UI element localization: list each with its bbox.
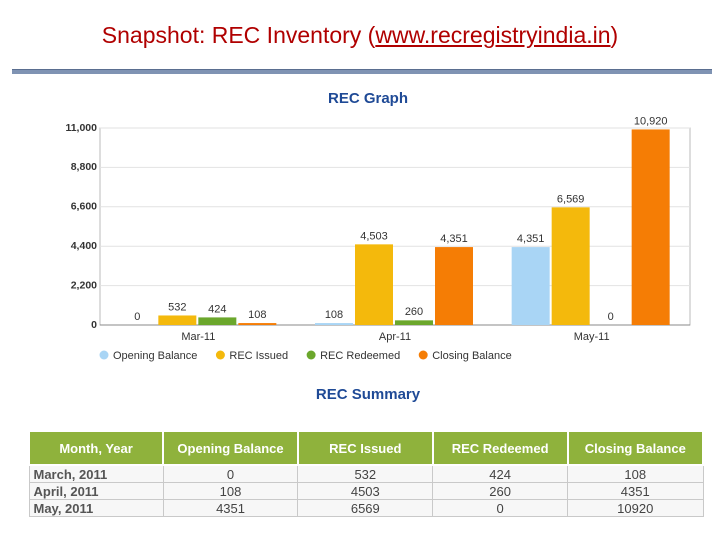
x-tick-label: Apr-11 [379,331,411,343]
table-cell: 10920 [567,499,704,517]
plot-area [99,127,691,326]
legend-label: Closing Balance [432,350,512,362]
value-label: 4,351 [517,233,545,245]
value-label: 532 [168,301,186,313]
title-text: Snapshot: REC Inventory ( [101,22,376,48]
title-link[interactable]: www.recregistryindia.in [375,22,611,48]
summary-table: Month, Year Opening Balance REC Issued REC … [27,430,705,517]
table-cell: 0 [162,464,299,483]
chart-title: REC Graph [328,90,408,107]
chart: REC Graph REC Summary 0 2,200 4,400 6,600 8,… [65,90,691,403]
y-tick-label: 4,400 [71,240,97,252]
value-label: 4,503 [360,230,388,242]
table-cell: 532 [297,464,434,483]
y-tick-label: 8,800 [71,161,97,173]
y-tick-label: 6,600 [71,201,97,213]
legend-marker [215,350,225,360]
header-row: Month, Year Opening Balance REC Issued REC … [27,430,705,466]
bar [511,247,550,325]
header-cell: Closing Balance [566,430,705,466]
table-cell: March, 2011 [28,464,164,483]
y-tick-label: 0 [91,319,97,331]
legend-marker [306,350,316,360]
table-row: May, 2011 4351 6569 0 10920 [28,499,704,517]
table-cell: 0 [432,499,569,517]
table-cell: 4503 [297,482,434,500]
header-cell: REC Issued [296,430,434,466]
title-suffix: ) [610,22,619,48]
table-cell: April, 2011 [28,482,164,500]
table-cell: 4351 [567,482,704,500]
header-cell: Month, Year [27,430,165,466]
table-cell: May, 2011 [28,499,164,517]
header-cell: Opening Balance [162,430,299,466]
value-label: 108 [325,309,343,321]
table-cell: 424 [432,464,569,483]
value-label: 108 [248,309,266,321]
table-row: April, 2011 108 4503 260 4351 [28,482,704,500]
x-tick-label: May-11 [574,331,610,343]
bar [158,315,197,325]
value-label: 260 [405,306,423,318]
x-tick-label: Mar-11 [181,331,215,343]
y-tick-label: 2,200 [71,279,97,291]
value-label: 424 [208,303,226,315]
bar [238,323,277,325]
table-cell: 108 [162,482,299,500]
bar [355,244,393,325]
value-label: 4,351 [440,233,468,245]
table-cell: 6569 [297,499,434,517]
bar [198,317,237,325]
bar [631,129,670,325]
value-label: 0 [608,311,614,323]
legend-label: REC Issued [229,350,288,362]
value-label: 10,920 [634,115,668,127]
slide-title: Snapshot: REC Inventory (www.recregistry… [0,22,720,49]
title-rule [12,69,712,74]
y-tick-label: 11,000 [65,122,97,134]
bar [435,247,473,325]
legend-label: Opening Balance [113,350,197,362]
table-cell: 4351 [162,499,299,517]
value-label: 0 [134,311,140,323]
bar [551,207,590,325]
table-cell: 108 [567,464,704,483]
value-label: 6,569 [557,193,585,205]
legend-label: REC Redeemed [320,350,400,362]
header-cell: REC Redeemed [431,430,569,466]
bar [395,320,433,325]
legend-marker [418,350,428,360]
table-title: REC Summary [316,386,421,403]
table-row: March, 2011 0 532 424 108 [28,464,704,483]
table-cell: 260 [432,482,569,500]
bar [315,323,353,325]
legend-marker [99,350,109,360]
